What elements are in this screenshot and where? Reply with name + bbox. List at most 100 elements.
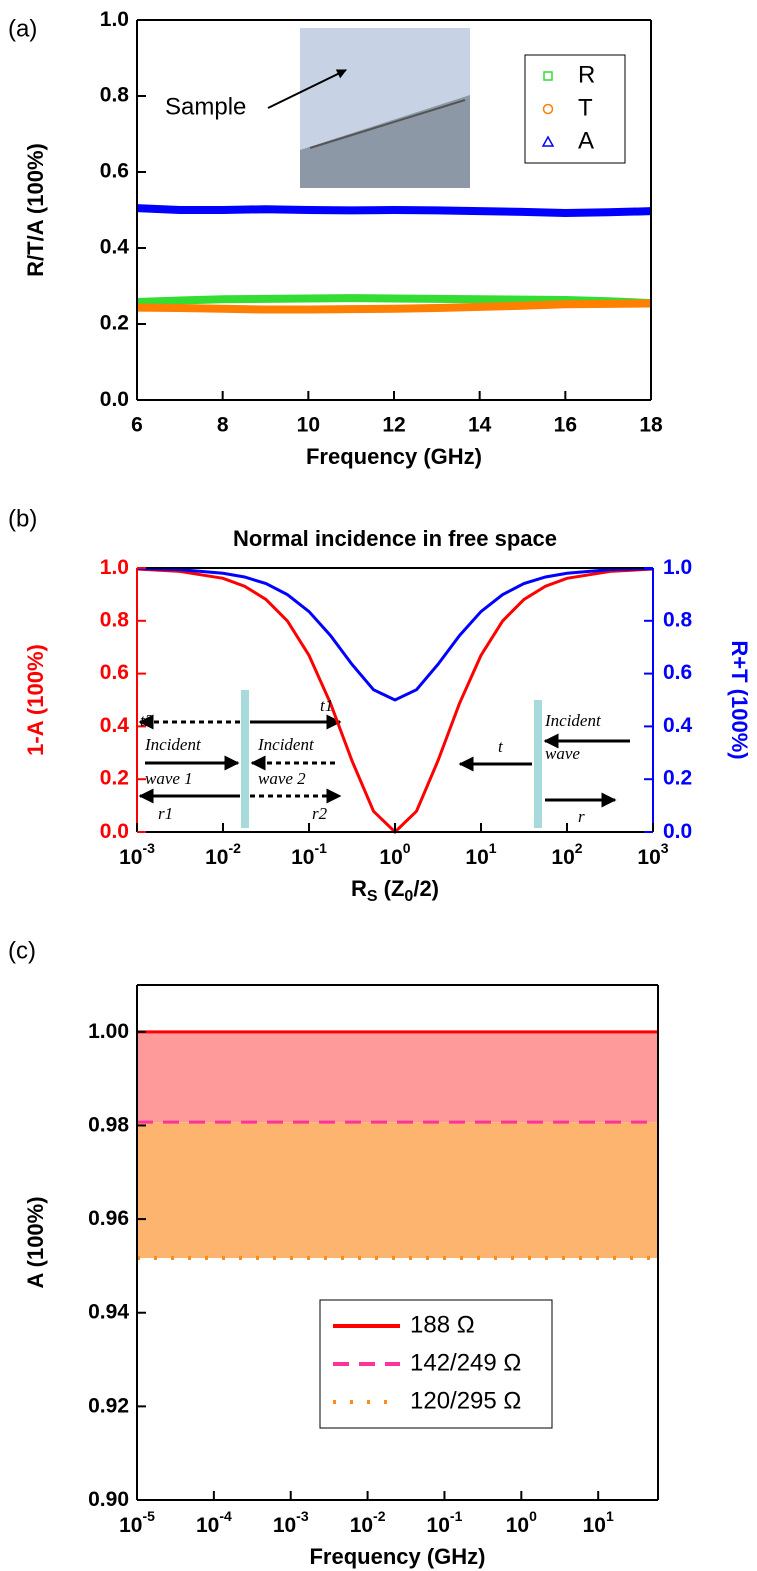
legend-label: 142/249 Ω	[410, 1349, 521, 1376]
sample-arrow	[267, 69, 347, 109]
x-tick-label: 10-2	[205, 840, 241, 869]
annotation: Sample	[165, 93, 246, 120]
y-tick-label-base: 0.98	[88, 1113, 129, 1136]
x-tick-label: 100	[379, 840, 410, 869]
x-tick-label: 10	[297, 414, 320, 437]
y2-tick-label-base: 1.0	[663, 556, 692, 579]
legend-marker	[543, 71, 553, 81]
y2-tick-label: 0.2	[663, 767, 692, 790]
y-tick-label: 0.0	[100, 388, 129, 411]
x-tick-label-exponent: -1	[314, 840, 327, 856]
x-tick-label-base: 10	[205, 846, 228, 869]
y-tick-label: 0.4	[100, 236, 130, 259]
x-tick-label-exponent: 0	[529, 1508, 537, 1524]
series-line	[136, 299, 652, 314]
diagram-label: Incident	[544, 711, 602, 730]
x-tick-label-base: 10	[119, 1514, 142, 1537]
y-tick-label-base: 0.0	[100, 820, 129, 843]
diagram-label: t1	[320, 696, 333, 715]
diagram-label: Incident	[144, 735, 202, 754]
diagram-label: wave 1	[145, 769, 193, 788]
x-tick-label-base: 10	[427, 1514, 450, 1537]
y-tick-label: 0.6	[100, 160, 129, 183]
x-tick-label-base: 10	[551, 846, 574, 869]
x-tick-label: 10-3	[273, 1508, 309, 1537]
y-tick-label-base: 0.96	[88, 1207, 129, 1230]
fill-area	[137, 1122, 658, 1258]
legend-label: T	[578, 94, 593, 121]
x-tick-label-base: 10	[196, 1514, 219, 1537]
y-axis-label: A (100%)	[23, 1196, 48, 1288]
x-tick-label-exponent: -1	[450, 1508, 463, 1524]
series-line	[136, 294, 652, 308]
x-tick-label-base: 10	[583, 1514, 606, 1537]
y-tick-label: 0.4	[100, 714, 130, 737]
y-tick-label: 0.92	[88, 1394, 129, 1417]
x-tick-label: 10-5	[119, 1508, 155, 1537]
y-tick-label-base: 1.0	[100, 556, 129, 579]
diagram-label: r	[578, 807, 585, 826]
x-tick-label-exponent: -2	[228, 840, 241, 856]
legend-label: R	[578, 61, 595, 88]
legend-label: 188 Ω	[410, 1311, 475, 1338]
x-tick-label: 12	[382, 414, 405, 437]
legend-marker	[542, 103, 554, 115]
legend-box	[524, 54, 626, 164]
x-tick-label-exponent: -3	[142, 840, 155, 856]
x-tick-label-exponent: 3	[661, 840, 669, 856]
x-tick-label-base: 10	[465, 846, 488, 869]
x-tick-label: 18	[639, 414, 663, 437]
y-tick-label: 0.2	[100, 767, 129, 790]
x-tick-label: 100	[506, 1508, 537, 1537]
legend-box	[319, 1299, 553, 1429]
diagram-label: wave	[545, 744, 580, 763]
x-tick-label: 14	[468, 414, 492, 437]
y-tick-label: 0.6	[100, 661, 129, 684]
y-tick-label-base: 1.00	[88, 1019, 129, 1042]
x-axis-label-part: R	[351, 876, 367, 901]
x-tick-label-base: 10	[119, 846, 142, 869]
x-tick-label: 10-2	[350, 1508, 386, 1537]
y2-tick-label: 0.8	[663, 608, 693, 631]
x-axis-label: Frequency (GHz)	[306, 444, 482, 469]
diagram-label: t2	[140, 711, 154, 730]
x-axis-label-part: 0	[404, 888, 413, 905]
y2-axis-label: R+T (100%)	[727, 640, 752, 759]
x-tick-label-exponent: 1	[489, 840, 497, 856]
y2-tick-label: 0.4	[663, 714, 693, 737]
x-tick-label: 10-3	[119, 840, 155, 869]
diagram-label: r2	[312, 804, 328, 823]
y-tick-label-base: 0.90	[88, 1488, 129, 1511]
y-tick-label: 1.0	[100, 556, 129, 579]
y-tick-label: 1.0	[100, 8, 129, 31]
x-tick-label-exponent: -2	[373, 1508, 386, 1524]
x-tick-label-exponent: -5	[142, 1508, 155, 1524]
x-axis-label-part: /2)	[413, 876, 439, 901]
y-tick-label-base: 0.94	[88, 1300, 129, 1323]
x-tick-label-base: 10	[637, 846, 660, 869]
y-tick-label: 1.00	[88, 1019, 129, 1042]
panel-label: (b)	[8, 505, 37, 532]
x-tick-label: 102	[551, 840, 582, 869]
x-tick-label: 101	[465, 840, 496, 869]
y-tick-label: 0.98	[88, 1113, 129, 1136]
panel-label: (c)	[8, 937, 36, 964]
x-tick-label: 103	[637, 840, 668, 869]
x-tick-label: 6	[131, 414, 143, 437]
diagram-label: r1	[158, 804, 173, 823]
x-tick-label-base: 10	[506, 1514, 529, 1537]
x-axis-label: RS (Z0/2)	[351, 876, 439, 905]
x-axis-label-part: S	[367, 888, 378, 905]
diagram-label: t	[498, 737, 504, 756]
y-tick-label: 0.90	[88, 1488, 129, 1511]
sample-photo	[300, 28, 470, 188]
y-tick-label-base: 1.0	[100, 8, 129, 31]
x-tick-label: 10-1	[427, 1508, 463, 1537]
diagram	[138, 690, 630, 828]
chart-title: Normal incidence in free space	[233, 526, 557, 551]
y-tick-label: 0.96	[88, 1207, 129, 1230]
y-tick-label: 0.94	[88, 1300, 129, 1323]
x-tick-label: 10-4	[196, 1508, 232, 1537]
x-tick-label-base: 10	[273, 1514, 296, 1537]
x-tick-label-exponent: 1	[606, 1508, 614, 1524]
